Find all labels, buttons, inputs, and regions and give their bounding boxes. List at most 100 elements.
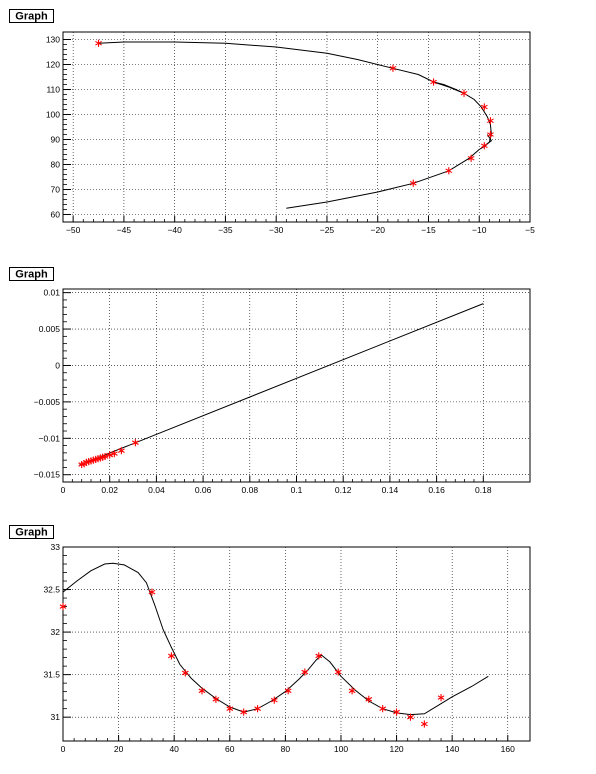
marker-stroke [101,454,109,459]
marker-stroke [365,697,373,702]
marker-stroke [315,653,323,659]
data-point-marker [407,713,414,721]
y-tick-label: 90 [51,135,61,145]
marker-stroke [467,155,475,161]
data-point-marker [284,687,292,695]
marker-stroke [106,452,114,458]
marker-stroke [270,697,278,703]
data-point-marker [409,179,417,187]
data-point-marker [240,708,248,716]
data-point-marker [315,652,323,660]
y-tick-label: 31 [51,712,61,722]
x-tick-label: 0.02 [101,485,118,495]
data-point-marker [110,449,118,458]
x-tick-label: 160 [501,744,515,754]
data-point-marker [117,447,125,455]
y-tick-label: 80 [51,160,61,170]
chart-3: Graph 0 20 40 60 80 100 120 140 160 31 31.5 32 32.5 33 [9,525,531,754]
data-point-marker [460,89,468,97]
data-point-marker [168,652,175,660]
chart-title-frame [9,525,54,539]
marker-stroke [407,714,414,720]
y-tick-label: 31.5 [43,670,60,680]
y-tick-label: 32.5 [43,585,60,595]
y-tick-label: 100 [46,110,60,120]
x-tick-label: 80 [281,744,291,754]
data-point-marker [198,687,206,695]
data-point-marker [131,439,139,447]
marker-stroke [480,104,488,110]
series-line [62,562,489,716]
marker-stroke [334,669,342,675]
data-point-marker [270,696,278,704]
y-tick-label: 120 [46,60,60,70]
marker-stroke [420,721,428,727]
data-point-marker [445,167,453,175]
y-tick-label: −0.01 [38,433,60,443]
series-line [98,41,492,209]
marker-stroke [348,688,356,694]
marker-stroke [430,79,437,85]
marker-stroke [460,90,468,96]
marker-stroke [480,143,488,149]
x-tick-label: −45 [117,225,132,235]
y-tick-label: 0.01 [43,288,60,298]
data-point-marker [487,117,494,125]
y-tick-label: 130 [46,35,60,45]
x-tick-label: 140 [445,744,459,754]
plot-frame [62,546,531,742]
y-tick-label: −0.015 [34,470,61,480]
marker-stroke [181,670,189,676]
data-point-marker [365,695,373,703]
y-tick-label: 70 [51,185,61,195]
data-point-marker [389,64,397,72]
marker-stroke [409,180,417,186]
data-point-marker [334,668,342,676]
marker-stroke [95,40,102,46]
data-point-marker [348,687,356,695]
x-tick-label: 40 [169,744,179,754]
x-tick-label: 0.08 [242,485,259,495]
chart-title-box: Graph [9,525,54,539]
x-tick-label: 0.18 [475,485,492,495]
data-point-marker [148,588,156,596]
data-point-marker [301,668,309,676]
marker-stroke [487,118,494,124]
y-tick-label: 32 [51,627,61,637]
marker-stroke [226,706,234,711]
marker-stroke [110,451,118,456]
chart-2: Graph 0 0.02 0.04 0.06 0.08 0.1 0.12 0.14 0.16 0.1… [9,267,531,495]
x-tick-label: 0.16 [428,485,445,495]
data-point-marker [420,720,428,728]
x-tick-label: −10 [472,225,487,235]
marker-stroke [393,709,400,715]
data-point-marker [95,39,102,47]
marker-stroke [437,695,445,700]
x-tick-label: 0.1 [291,485,303,495]
data-point-marker [487,130,494,139]
marker-stroke [131,440,139,445]
data-point-marker [393,708,400,716]
data-point-marker [181,669,189,677]
chart-title-box: Graph [9,9,54,23]
y-tick-label: 0 [55,360,60,370]
marker-stroke [284,688,292,694]
marker-stroke [389,65,397,71]
data-point-marker [59,602,67,611]
marker-stroke [212,697,220,702]
x-tick-label: −50 [66,225,81,235]
x-tick-label: −20 [371,225,386,235]
marker-stroke [301,669,309,675]
marker-stroke [379,706,387,711]
data-point-marker [430,78,437,86]
marker-stroke [254,706,261,711]
series-line [433,81,465,94]
chart-title-box: Graph [9,267,54,281]
data-point-marker [480,103,488,111]
y-tick-label: −0.005 [34,397,61,407]
x-tick-label: −25 [320,225,335,235]
marker-stroke [168,653,175,659]
x-tick-label: 0.12 [335,485,352,495]
x-tick-label: −30 [269,225,284,235]
